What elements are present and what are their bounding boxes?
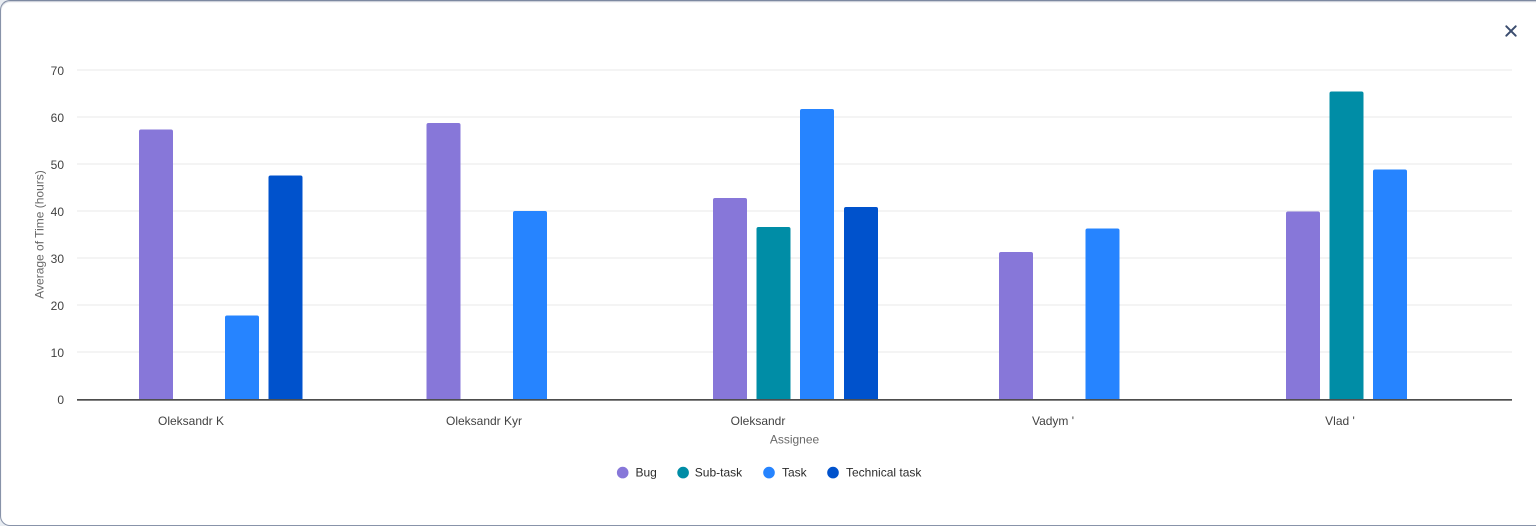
- svg-text:20: 20: [51, 299, 65, 313]
- svg-text:70: 70: [51, 64, 65, 78]
- svg-text:10: 10: [51, 346, 65, 360]
- svg-text:Assignee: Assignee: [770, 433, 820, 447]
- svg-text:30: 30: [51, 252, 65, 266]
- svg-text:Task: Task: [782, 466, 808, 480]
- svg-text:Vadym ': Vadym ': [1032, 414, 1074, 428]
- svg-text:Sub-task: Sub-task: [695, 466, 743, 480]
- svg-text:Technical task: Technical task: [846, 466, 922, 480]
- svg-text:Vlad ': Vlad ': [1325, 414, 1355, 428]
- svg-text:Oleksandr Kyr: Oleksandr Kyr: [446, 414, 522, 428]
- svg-text:Oleksandr K: Oleksandr K: [158, 414, 224, 428]
- svg-text:Oleksandr: Oleksandr: [731, 414, 786, 428]
- svg-text:50: 50: [51, 158, 65, 172]
- svg-text:Average of Time (hours): Average of Time (hours): [33, 170, 47, 299]
- svg-text:60: 60: [51, 111, 65, 125]
- svg-text:40: 40: [51, 205, 65, 219]
- svg-text:0: 0: [57, 393, 64, 407]
- svg-text:Bug: Bug: [636, 466, 657, 480]
